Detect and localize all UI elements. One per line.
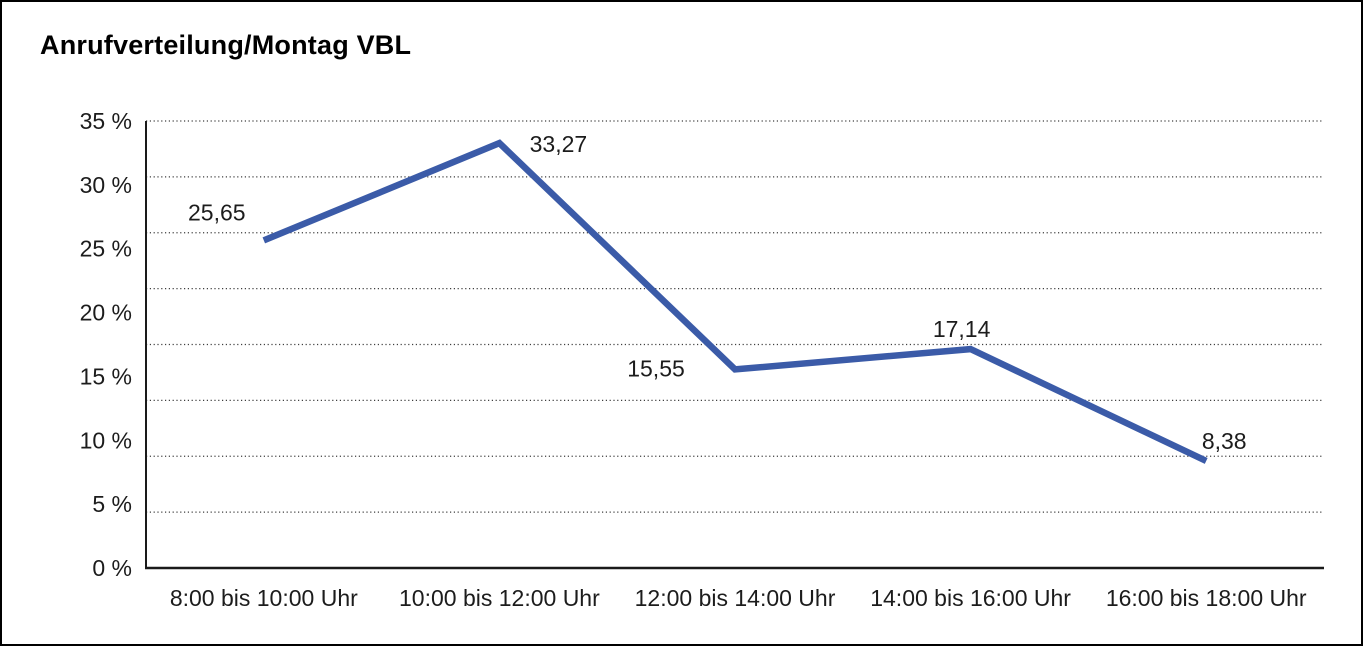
x-axis-category-label: 8:00 bis 10:00 Uhr bbox=[170, 585, 358, 611]
chart-title: Anrufverteilung/Montag VBL bbox=[40, 30, 412, 60]
y-axis-tick-label: 0 % bbox=[92, 555, 132, 581]
data-point-label: 8,38 bbox=[1202, 428, 1247, 454]
y-axis-tick-label: 5 % bbox=[92, 491, 132, 517]
data-point-label: 17,14 bbox=[933, 316, 991, 342]
x-axis-category-label: 16:00 bis 18:00 Uhr bbox=[1106, 585, 1307, 611]
y-axis-tick-label: 15 % bbox=[80, 363, 132, 389]
y-axis-tick-label: 35 % bbox=[80, 108, 132, 134]
y-axis-tick-label: 20 % bbox=[80, 300, 132, 326]
data-series-line bbox=[262, 139, 1208, 464]
data-point-label: 25,65 bbox=[188, 199, 246, 225]
x-axis-category-label: 12:00 bis 14:00 Uhr bbox=[635, 585, 836, 611]
x-axis-category-label: 10:00 bis 12:00 Uhr bbox=[399, 585, 600, 611]
y-axis-tick-label: 25 % bbox=[80, 236, 132, 262]
y-axis-tick-label: 10 % bbox=[80, 427, 132, 453]
data-point-label: 33,27 bbox=[530, 131, 588, 157]
y-axis-tick-label: 30 % bbox=[80, 172, 132, 198]
x-axis-category-label: 14:00 bis 16:00 Uhr bbox=[870, 585, 1071, 611]
data-point-label: 15,55 bbox=[627, 355, 685, 381]
